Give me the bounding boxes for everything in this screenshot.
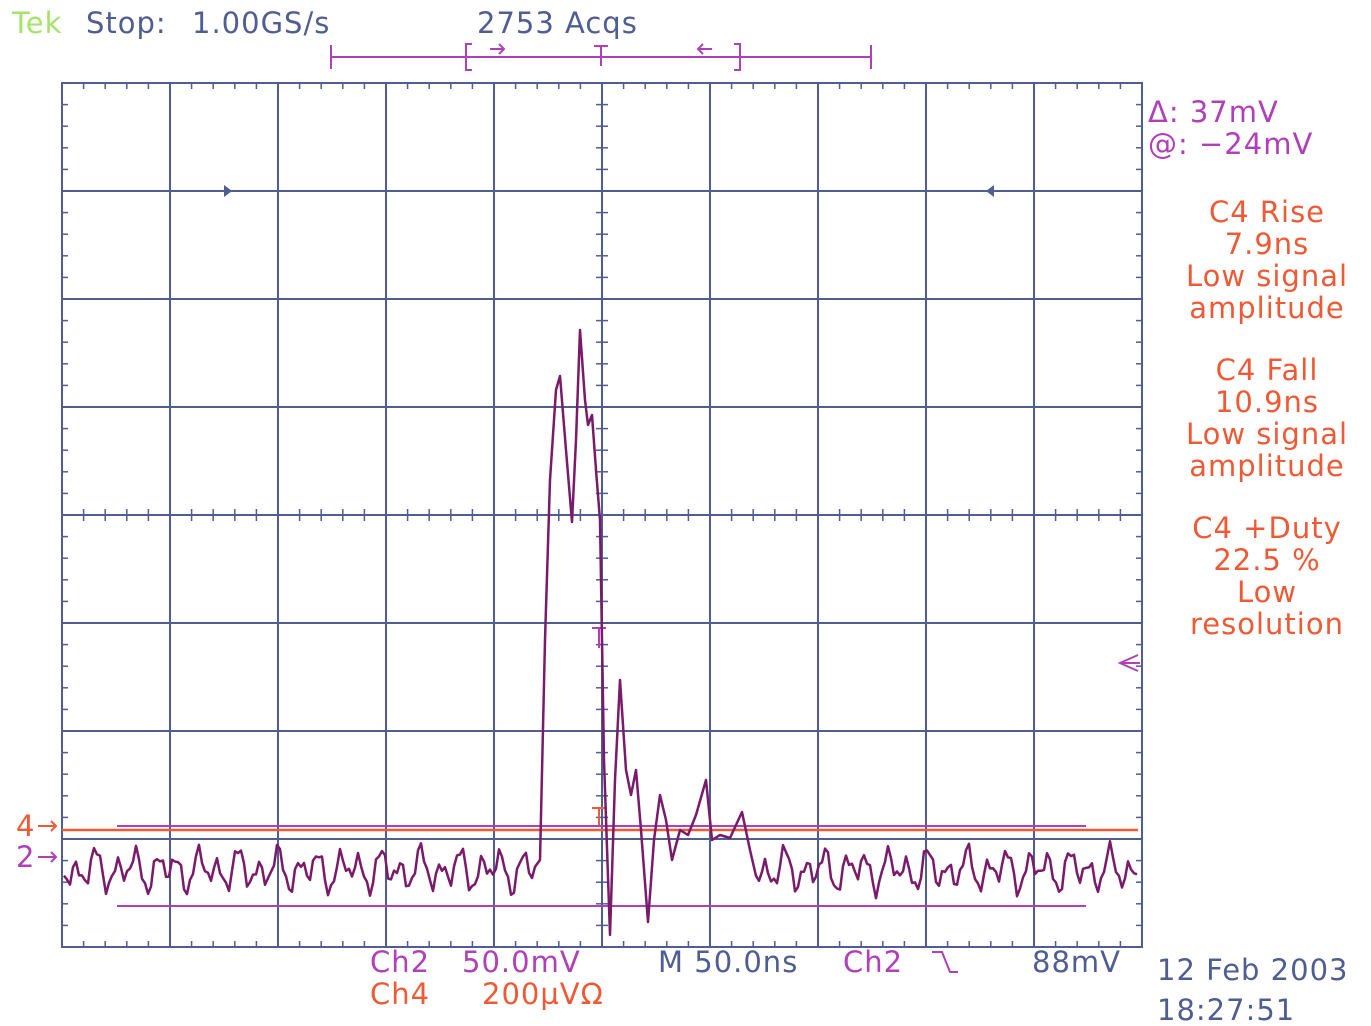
ch2-marker: 2 bbox=[16, 840, 35, 874]
measurement-line: 10.9ns bbox=[1215, 385, 1319, 419]
acq-state: Stop: bbox=[86, 6, 167, 40]
brand: Tek bbox=[11, 6, 62, 40]
measurement-line: amplitude bbox=[1189, 449, 1345, 483]
cursor-delta: Δ: 37mV bbox=[1148, 95, 1279, 129]
trigger-slope bbox=[932, 951, 958, 973]
trigger-level: 88mV bbox=[1032, 945, 1121, 979]
sample-rate: 1.00GS/s bbox=[192, 6, 330, 40]
measurement-line: C4 +Duty bbox=[1192, 511, 1341, 545]
ch2-scale: 50.0mV bbox=[462, 945, 581, 979]
date: 12 Feb 2003 bbox=[1157, 953, 1349, 987]
acq-count: 2753 Acqs bbox=[477, 6, 638, 40]
ch2-label: Ch2 bbox=[370, 945, 430, 979]
measurement-line: amplitude bbox=[1189, 291, 1345, 325]
measurement-line: 22.5 % bbox=[1213, 543, 1320, 577]
measurement-line: Low bbox=[1237, 575, 1297, 609]
trigger-arrow bbox=[1117, 654, 1140, 672]
measurement-line: C4 Fall bbox=[1216, 353, 1319, 387]
time: 18:27:51 bbox=[1157, 993, 1295, 1026]
measurement-line: Low signal bbox=[1186, 417, 1348, 451]
measurement-line: 7.9ns bbox=[1225, 227, 1310, 261]
measurement-line: resolution bbox=[1190, 607, 1344, 641]
trigger-marker bbox=[592, 807, 606, 826]
cursor-at: @: −24mV bbox=[1148, 127, 1313, 161]
ch4-marker: 4 bbox=[16, 809, 35, 843]
marker-arrow bbox=[38, 820, 58, 832]
trigger-source: Ch2 bbox=[843, 945, 903, 979]
record-bar bbox=[330, 43, 872, 71]
ch2-trace bbox=[63, 328, 1138, 937]
timebase: M 50.0ns bbox=[658, 945, 798, 979]
measurement-line: Low signal bbox=[1186, 259, 1348, 293]
trigger-marker bbox=[592, 627, 606, 648]
ch4-label: Ch4 bbox=[370, 977, 430, 1011]
marker-arrow bbox=[38, 851, 58, 863]
measurement-line: C4 Rise bbox=[1209, 195, 1325, 229]
graticule bbox=[61, 82, 1143, 948]
ch4-scale: 200µVΩ bbox=[482, 977, 604, 1011]
